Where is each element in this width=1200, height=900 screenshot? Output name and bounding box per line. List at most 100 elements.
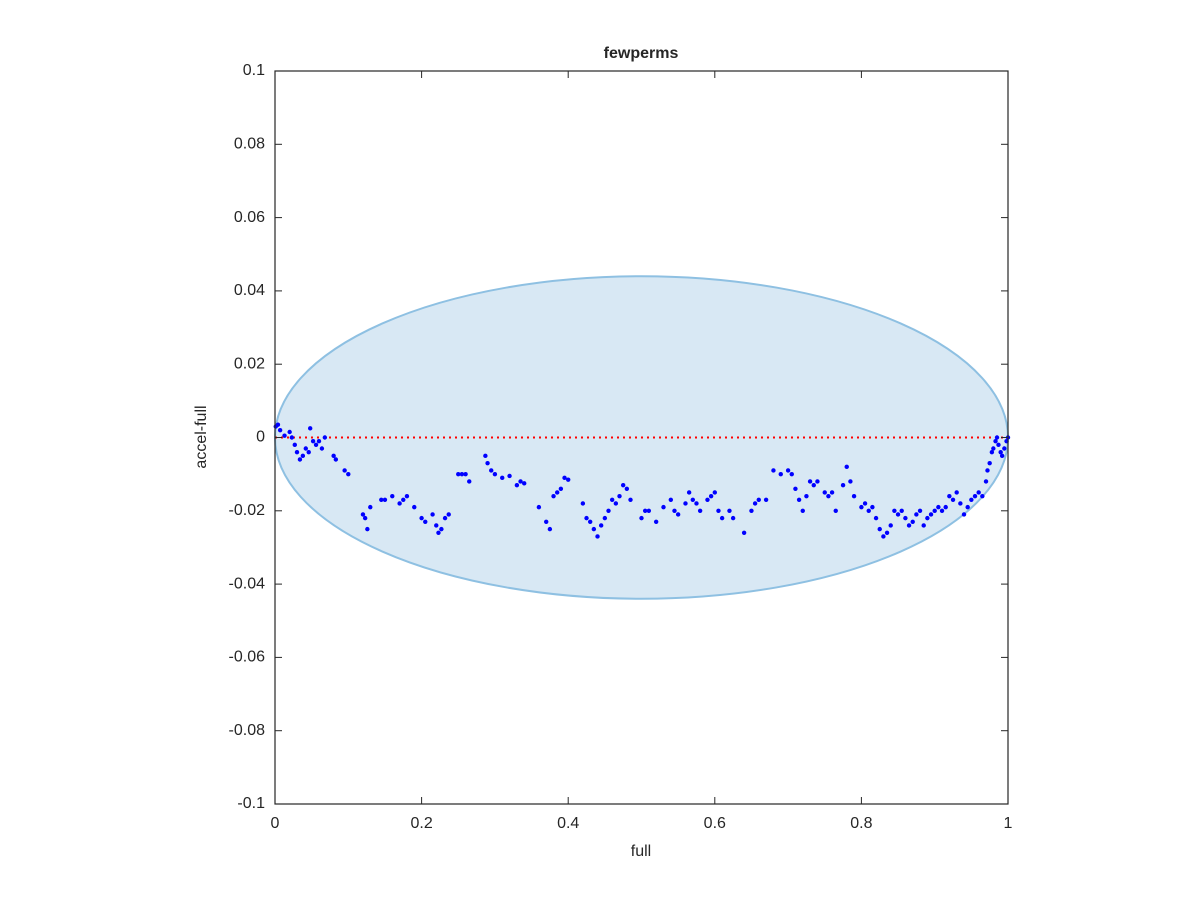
- y-tick-label: 0.02: [234, 355, 265, 372]
- data-point: [620, 482, 626, 488]
- data-point: [690, 497, 696, 503]
- data-point: [362, 515, 368, 521]
- data-point: [562, 475, 567, 481]
- data-point: [804, 493, 809, 499]
- data-point: [668, 497, 674, 503]
- data-point: [848, 479, 853, 484]
- data-point: [483, 453, 488, 459]
- data-point: [292, 442, 297, 448]
- data-point: [884, 530, 890, 535]
- data-point: [282, 433, 287, 438]
- data-point: [346, 471, 351, 477]
- data-point: [983, 479, 989, 484]
- data-point: [796, 497, 802, 503]
- data-point: [851, 493, 857, 499]
- data-point: [881, 534, 886, 539]
- data-point: [379, 497, 384, 503]
- data-point: [294, 449, 300, 455]
- data-point: [463, 471, 468, 477]
- y-tick-label: 0.06: [234, 209, 265, 226]
- data-point: [862, 501, 868, 506]
- data-point: [749, 508, 754, 513]
- data-point: [870, 504, 875, 510]
- x-tick-label: 0.4: [557, 815, 579, 832]
- data-point: [316, 438, 322, 444]
- data-point: [646, 508, 652, 513]
- data-point: [624, 486, 630, 492]
- data-point: [368, 504, 373, 510]
- data-point: [287, 429, 292, 435]
- data-point: [536, 504, 542, 510]
- data-point: [730, 515, 736, 521]
- data-point: [985, 468, 990, 473]
- data-point: [925, 515, 930, 521]
- y-axis-label: accel-full: [193, 405, 210, 468]
- data-point: [390, 493, 395, 499]
- data-point: [829, 490, 835, 495]
- data-point: [500, 475, 505, 481]
- data-point: [906, 523, 912, 528]
- data-point: [606, 508, 611, 513]
- data-point: [303, 446, 308, 451]
- data-point: [514, 482, 520, 488]
- data-point: [412, 504, 417, 510]
- data-point: [555, 490, 560, 495]
- data-point: [741, 530, 747, 535]
- data-point: [404, 493, 410, 499]
- data-point: [993, 438, 998, 444]
- data-point: [998, 449, 1003, 455]
- data-point: [727, 508, 732, 513]
- x-tick-label: 0.8: [850, 815, 872, 832]
- data-point: [903, 515, 908, 521]
- data-point: [815, 479, 820, 484]
- data-point: [807, 479, 813, 484]
- data-point: [895, 512, 901, 517]
- data-point: [928, 512, 934, 517]
- data-point: [609, 497, 615, 503]
- data-point: [756, 497, 761, 503]
- data-point: [1002, 446, 1007, 451]
- data-point: [547, 526, 553, 532]
- data-point: [789, 471, 794, 477]
- x-tick-label: 0.2: [410, 815, 432, 832]
- data-point: [595, 534, 600, 539]
- data-point: [969, 497, 974, 503]
- data-point: [598, 523, 604, 528]
- data-point: [342, 468, 347, 473]
- data-point: [899, 508, 904, 513]
- y-tick-label: 0.04: [234, 282, 265, 299]
- data-point: [307, 426, 313, 431]
- data-point: [277, 427, 283, 433]
- y-tick-label: -0.04: [229, 575, 266, 592]
- data-point: [954, 490, 959, 495]
- data-point: [566, 477, 571, 482]
- data-point: [989, 449, 995, 455]
- data-point: [683, 501, 688, 506]
- data-point: [947, 493, 952, 499]
- data-point: [639, 515, 644, 521]
- data-point: [310, 438, 316, 444]
- data-point: [613, 501, 619, 506]
- data-point: [675, 512, 681, 517]
- data-point: [672, 508, 677, 513]
- data-point: [888, 523, 893, 528]
- data-point: [716, 508, 721, 513]
- chart-title: fewperms: [604, 45, 679, 62]
- data-point: [686, 490, 692, 495]
- data-point: [275, 422, 281, 427]
- data-point: [980, 493, 985, 499]
- data-point: [628, 497, 633, 503]
- data-point: [617, 493, 622, 499]
- data-point: [446, 512, 451, 517]
- data-point: [300, 453, 306, 459]
- x-axis-label: full: [631, 843, 651, 860]
- data-point: [708, 493, 714, 499]
- data-point: [914, 512, 919, 517]
- y-tick-label: 0: [256, 429, 265, 446]
- data-point: [544, 519, 549, 524]
- data-point: [844, 464, 849, 470]
- data-point: [507, 473, 512, 479]
- data-point: [873, 515, 879, 521]
- data-point: [932, 508, 937, 513]
- y-tick-label: -0.08: [229, 722, 266, 739]
